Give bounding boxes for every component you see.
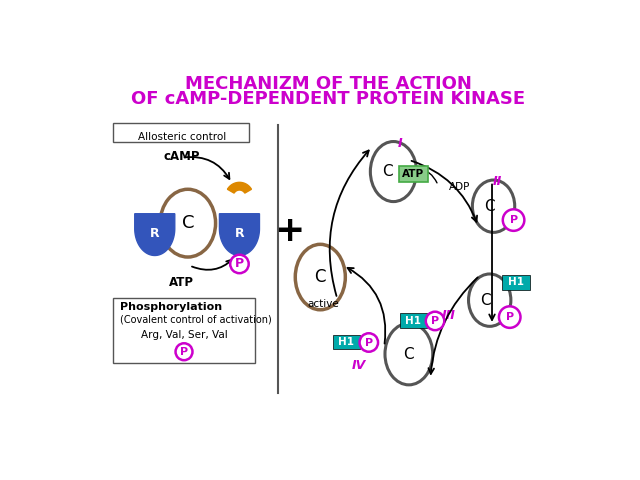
Text: P: P [235,257,244,270]
Text: P: P [180,347,188,357]
Text: P: P [365,337,373,348]
Text: Arg, Val, Ser, Val: Arg, Val, Ser, Val [141,330,227,340]
Circle shape [175,343,193,360]
Text: III: III [442,309,456,322]
Text: H1: H1 [406,315,422,325]
Circle shape [503,209,524,231]
Text: P: P [506,312,514,322]
Text: C: C [382,164,392,179]
Text: ATP: ATP [403,169,424,179]
Text: R: R [150,228,159,240]
FancyBboxPatch shape [113,123,250,142]
Ellipse shape [371,142,417,202]
Text: C: C [182,214,194,232]
Text: C: C [404,347,414,361]
FancyBboxPatch shape [113,298,255,362]
Polygon shape [220,214,259,255]
Text: C: C [484,199,495,214]
Text: OF cAMP-DEPENDENT PROTEIN KINASE: OF cAMP-DEPENDENT PROTEIN KINASE [131,90,525,108]
Text: I: I [397,137,402,150]
Text: C: C [481,293,491,308]
Text: ADP: ADP [449,182,470,192]
Text: R: R [235,228,244,240]
Ellipse shape [160,189,216,257]
Text: IV: IV [351,359,366,372]
Circle shape [499,306,520,328]
FancyBboxPatch shape [333,335,360,349]
Text: +: + [275,214,305,248]
Text: C: C [314,268,326,286]
Text: II: II [493,175,502,188]
Text: Allosteric control: Allosteric control [138,132,226,142]
Circle shape [360,333,378,352]
Circle shape [426,312,444,330]
Text: H1: H1 [508,277,524,288]
Ellipse shape [295,244,346,310]
FancyBboxPatch shape [502,275,530,290]
Polygon shape [227,182,252,193]
Ellipse shape [468,274,511,326]
Text: P: P [431,316,439,326]
Text: MECHANIZM OF THE ACTION: MECHANIZM OF THE ACTION [184,74,472,93]
Text: cAMP: cAMP [163,150,200,163]
Text: P: P [509,215,518,225]
Text: Phosphorylation: Phosphorylation [120,302,222,312]
Polygon shape [135,214,175,255]
Text: H1: H1 [339,337,355,347]
Text: active: active [307,299,339,309]
Text: ATP: ATP [169,276,194,288]
FancyBboxPatch shape [399,166,428,181]
Ellipse shape [385,323,433,385]
Circle shape [230,255,249,273]
Ellipse shape [472,180,515,232]
FancyBboxPatch shape [401,313,427,328]
Text: (Covalent control of activation): (Covalent control of activation) [120,314,272,324]
